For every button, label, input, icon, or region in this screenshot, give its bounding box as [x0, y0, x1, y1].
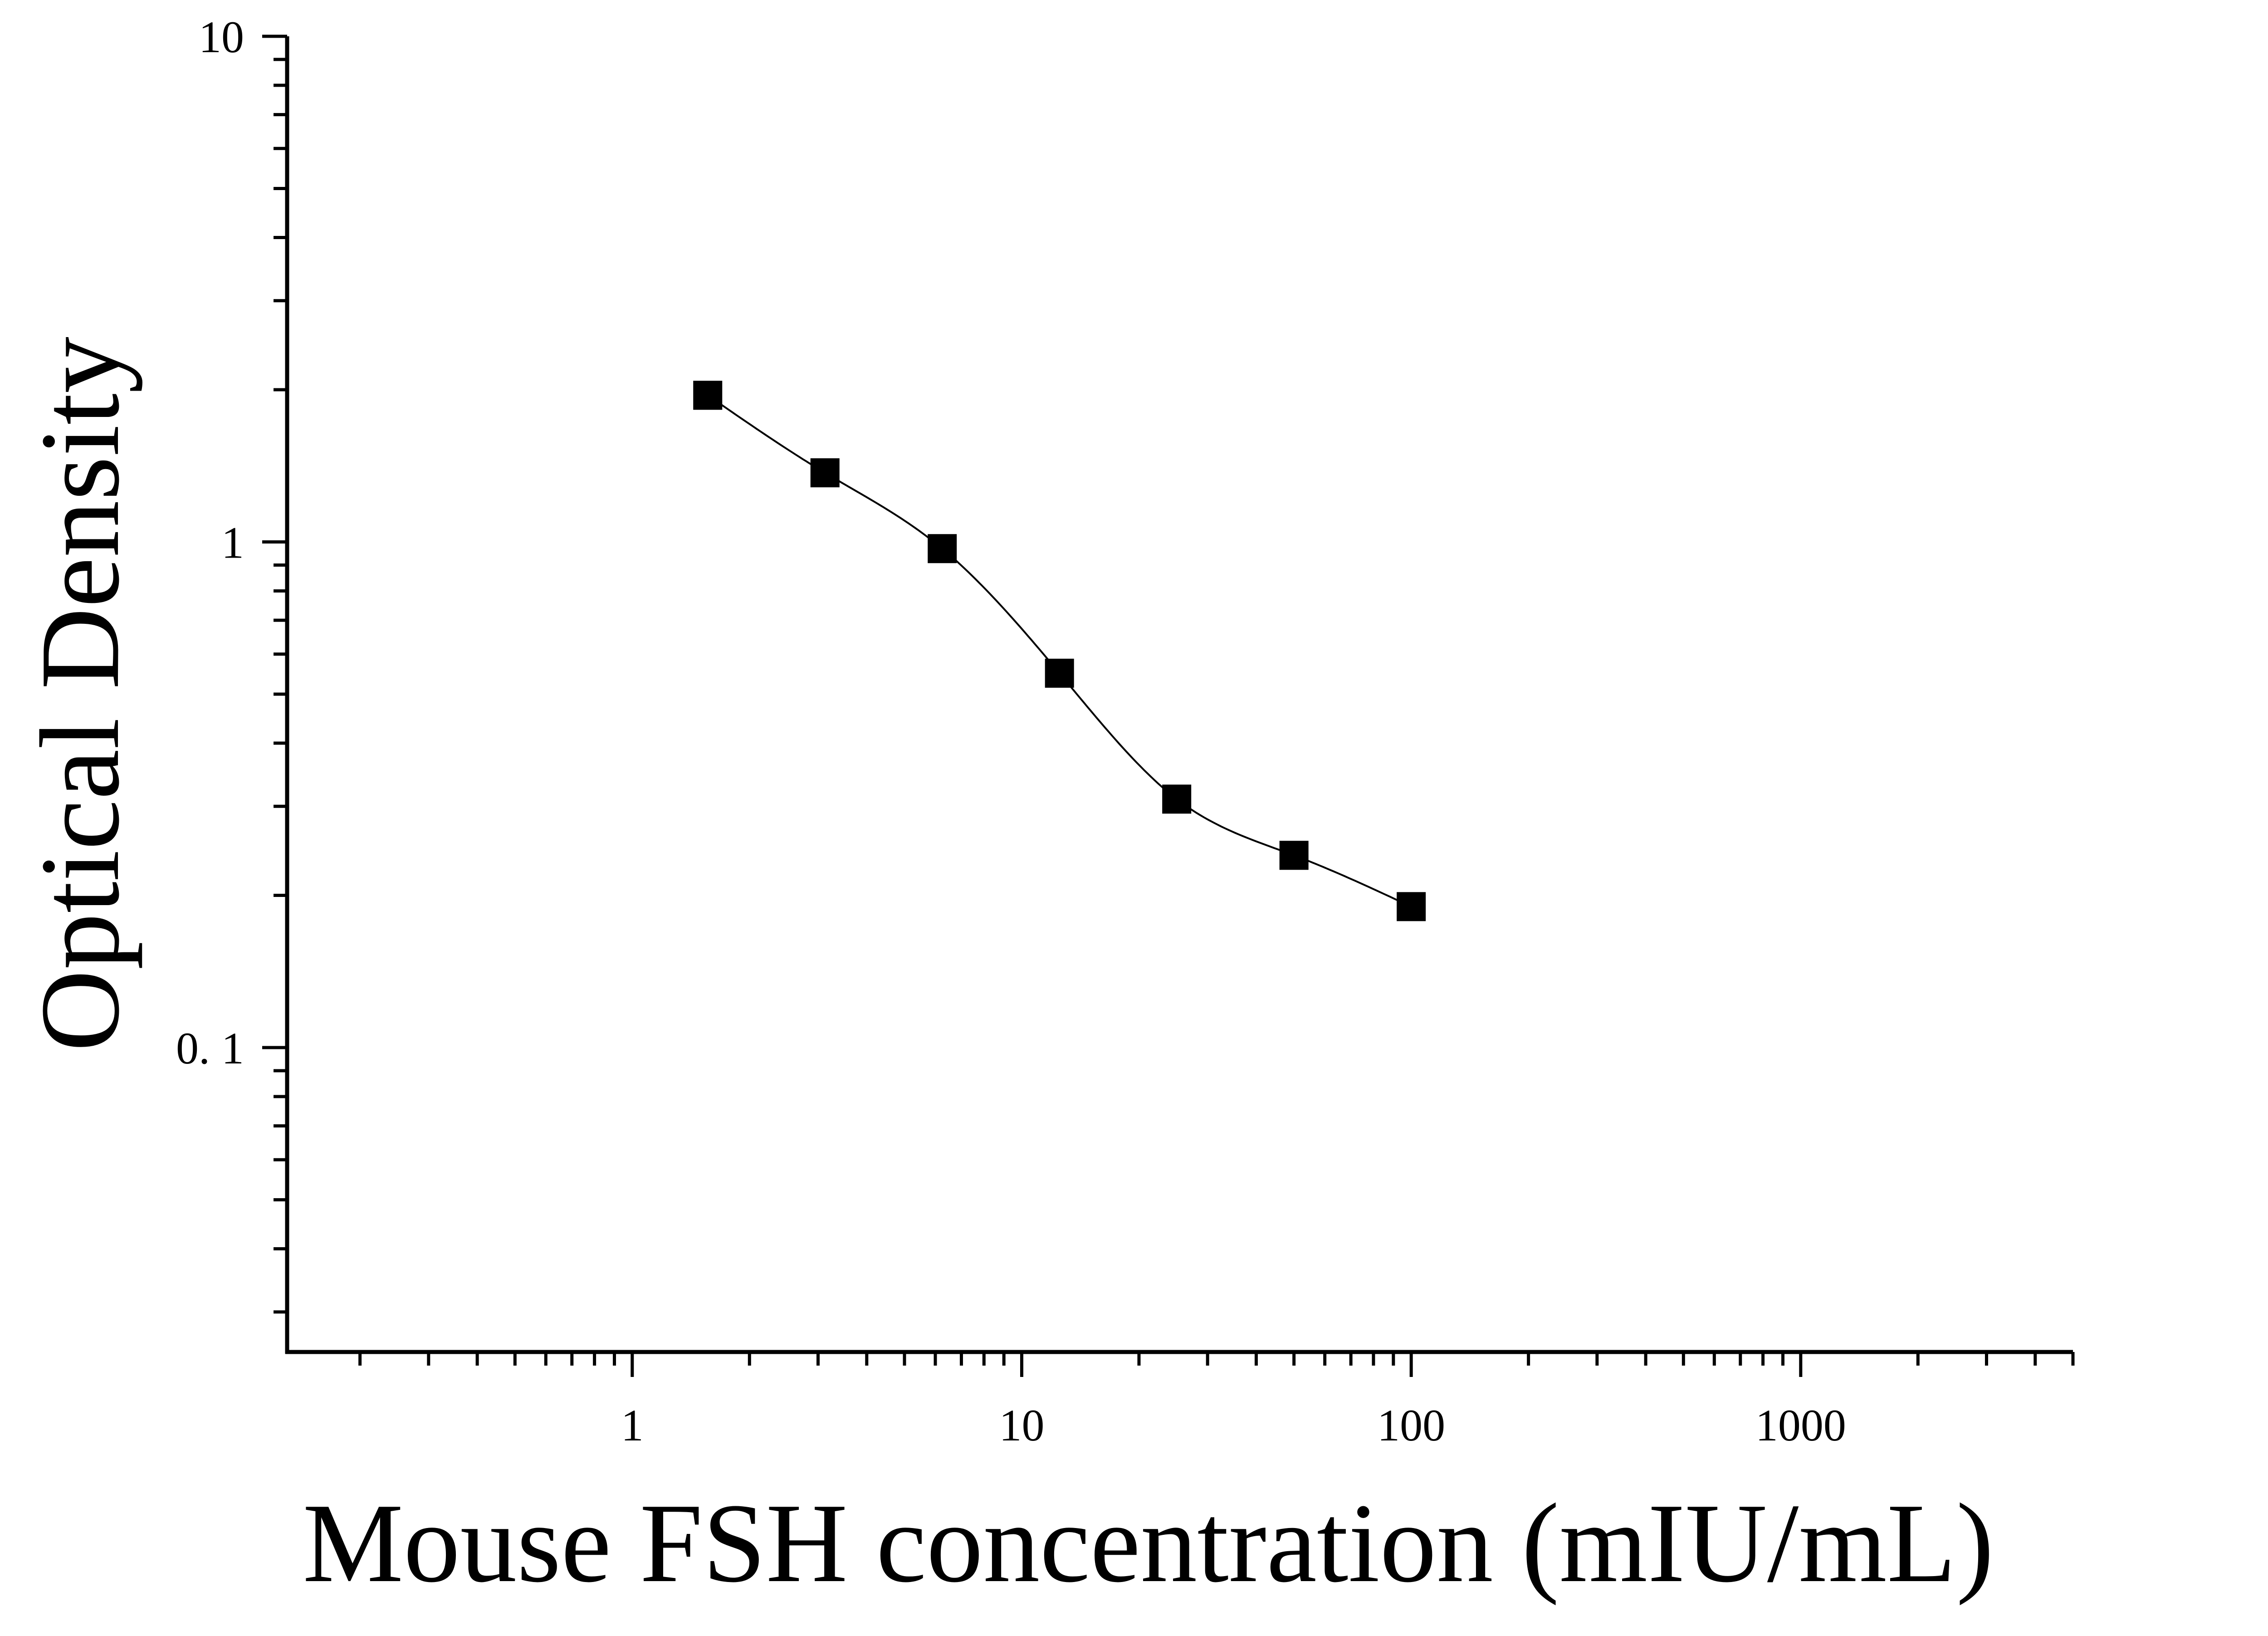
x-tick-label: 100	[1377, 1400, 1445, 1450]
x-axis-title: Mouse FSH concentration (mIU/mL)	[303, 1480, 1994, 1606]
y-tick-label: 0. 1	[176, 1023, 244, 1073]
data-point	[810, 458, 840, 488]
data-point	[1279, 841, 1309, 870]
data-point	[1162, 784, 1192, 814]
data-point	[693, 381, 723, 410]
x-tick-label: 10	[999, 1400, 1044, 1450]
data-point	[1397, 892, 1426, 921]
x-tick-label: 1000	[1755, 1400, 1846, 1450]
y-axis-title: Optical Density	[17, 337, 143, 1052]
y-tick-label: 10	[199, 12, 244, 62]
y-axis-tick-labels: 0. 1 1 10	[176, 12, 244, 1073]
axes	[285, 36, 2073, 1354]
data-point	[1045, 658, 1074, 688]
y-axis-ticks	[262, 34, 287, 1314]
x-tick-label: 1	[621, 1400, 644, 1450]
x-axis-ticks	[358, 1352, 2075, 1377]
y-tick-label: 1	[221, 518, 244, 568]
x-axis-tick-labels: 1 10 100 1000	[621, 1400, 1846, 1450]
data-points	[693, 381, 1426, 921]
data-point	[928, 534, 957, 563]
